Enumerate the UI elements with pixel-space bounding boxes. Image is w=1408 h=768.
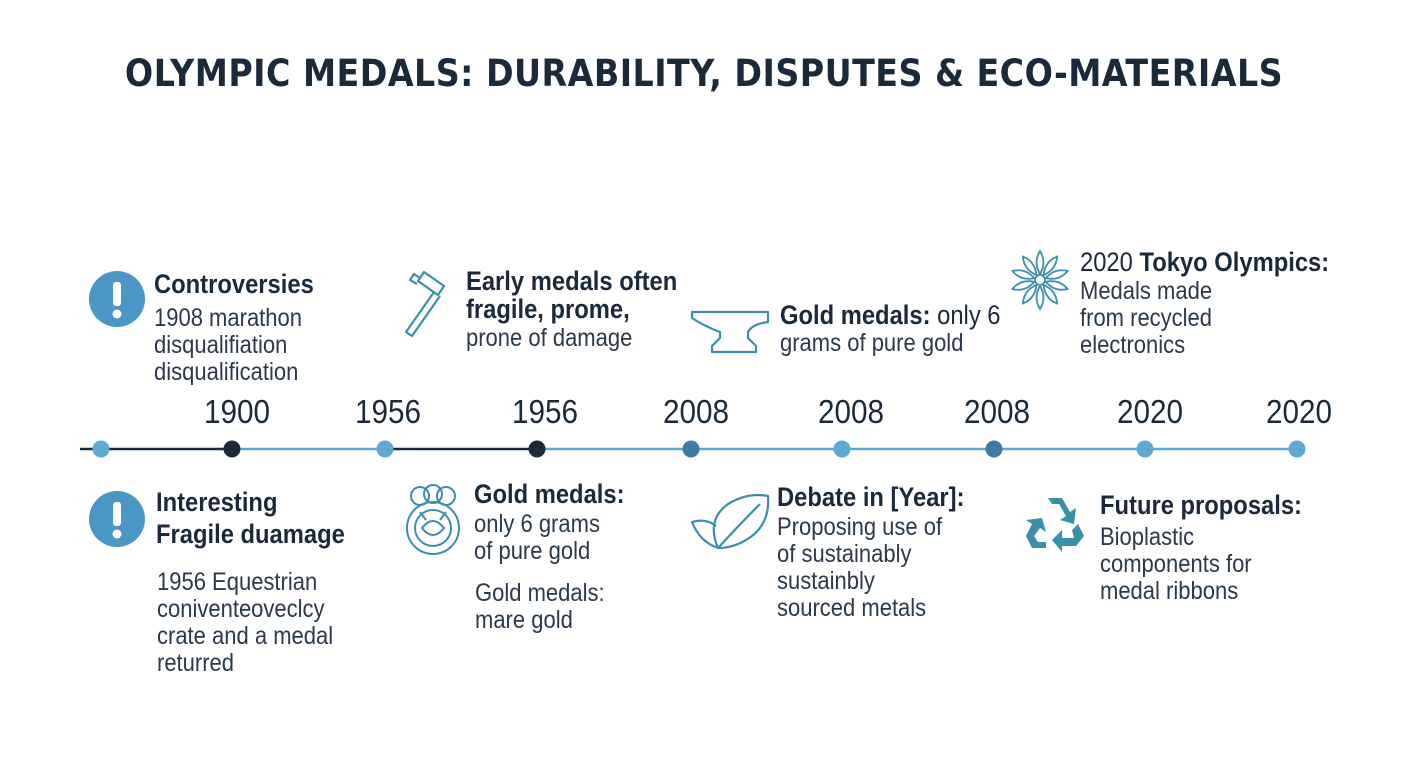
timeline-marker xyxy=(223,440,241,458)
leaf-icon xyxy=(690,493,770,550)
event-heading: Gold medals: xyxy=(780,300,931,330)
flower-icon xyxy=(1010,249,1070,311)
timeline-marker xyxy=(985,440,1003,458)
event-line: medal ribbons xyxy=(1100,577,1239,605)
timeline-marker xyxy=(1136,440,1154,458)
timeline-marker xyxy=(92,440,110,458)
flower-petal xyxy=(1021,255,1038,277)
event-debate: Debate in [Year]: Proposing use of of su… xyxy=(777,483,990,622)
flower-petal xyxy=(1044,280,1070,291)
year-label: 1956 xyxy=(354,393,422,430)
exclamation-icon xyxy=(89,271,145,327)
event-line: Proposing use of xyxy=(777,513,943,541)
event-controversies: Controversies 1908 marathon disqualifiat… xyxy=(154,270,336,386)
flower-petal xyxy=(1010,280,1036,291)
event-line: mare gold xyxy=(475,606,573,634)
year-label: 2020 xyxy=(1265,393,1333,430)
event-heading-rest: only 6 xyxy=(930,300,1001,330)
event-line: components for xyxy=(1100,550,1252,578)
flower-petal xyxy=(1042,283,1059,305)
recycle-icon xyxy=(1026,498,1084,552)
event-line: grams of pure gold xyxy=(780,329,964,357)
flower-petal xyxy=(1035,284,1045,311)
event-line: of pure gold xyxy=(474,537,591,565)
event-early-medals: Early medals often fragile, prome, prone… xyxy=(466,267,706,352)
hammer-icon xyxy=(404,270,446,338)
event-line: Gold medals: xyxy=(475,579,605,607)
event-line: 1908 marathon xyxy=(154,304,303,332)
event-line: Medals made xyxy=(1080,277,1213,305)
event-heading-line: Fragile duamage xyxy=(156,519,345,549)
year-label: 1956 xyxy=(511,393,579,430)
event-interesting-body: 1956 Equestrian conivente­oveclcy crate … xyxy=(157,569,357,677)
event-interesting: Interesting Fragile duamage xyxy=(156,488,371,548)
flower-petal xyxy=(1035,249,1045,276)
exclamation-icon xyxy=(89,491,145,547)
event-heading: Debate in [Year]: xyxy=(777,482,965,512)
event-line: of sustainably xyxy=(777,540,912,568)
event-line: 1956 Equestrian xyxy=(157,568,318,596)
timeline-marker xyxy=(1288,440,1306,458)
timeline-marker xyxy=(682,440,700,458)
event-line: prone of damage xyxy=(466,324,633,352)
flower-petal xyxy=(1044,269,1070,280)
event-heading: Controversies xyxy=(154,269,314,299)
event-gold-medals-bottom: Gold medals: only 6 grams of pure gold xyxy=(474,480,645,565)
year-label: 2008 xyxy=(662,393,730,430)
event-line: conivente­oveclcy xyxy=(157,595,325,623)
event-line: disqualifiation xyxy=(154,331,288,359)
event-heading: Future proposals: xyxy=(1100,490,1302,520)
event-line: from recycled xyxy=(1080,304,1213,332)
flower-petal xyxy=(1010,269,1036,280)
event-line: sourced metals xyxy=(777,594,927,622)
event-line: Bioplastic xyxy=(1100,523,1195,551)
event-heading-line: Early medals often xyxy=(466,266,678,296)
year-label: 1900 xyxy=(203,393,271,430)
event-line: electronics xyxy=(1080,331,1186,359)
event-heading-prefix: 2020 xyxy=(1080,247,1140,277)
anvil-icon xyxy=(690,310,770,354)
event-line: crate and a medal xyxy=(157,622,334,650)
event-tokyo: 2020 Tokyo Olympics: Medals made from re… xyxy=(1080,248,1363,359)
event-gold-medals-extra: Gold medals: mare gold xyxy=(475,580,622,634)
timeline-marker xyxy=(528,440,546,458)
event-future: Future proposals: Bioplastic components … xyxy=(1100,491,1330,605)
event-line: disqualification xyxy=(154,358,299,386)
flower-petal xyxy=(1042,255,1059,277)
timeline-marker xyxy=(833,440,851,458)
page-title: OLYMPIC MEDALS: DURABILITY, DISPUTES & E… xyxy=(124,52,1284,95)
event-line: only 6 grams xyxy=(474,510,600,538)
event-heading: Tokyo Olympics: xyxy=(1139,247,1330,277)
event-gold-medals-top: Gold medals: only 6 grams of pure gold xyxy=(780,301,1031,357)
event-heading-line: Interesting xyxy=(156,487,278,517)
medal-icon xyxy=(406,484,460,555)
event-line: sustainbly xyxy=(777,567,875,595)
year-label: 2008 xyxy=(963,393,1031,430)
event-heading-line: fragile, prome, xyxy=(466,294,630,324)
event-line: returred xyxy=(157,649,235,677)
flower-petal xyxy=(1021,283,1038,305)
event-heading: Gold medals: xyxy=(474,479,625,509)
year-label: 2020 xyxy=(1116,393,1184,430)
timeline-marker xyxy=(376,440,394,458)
year-label: 2008 xyxy=(817,393,885,430)
